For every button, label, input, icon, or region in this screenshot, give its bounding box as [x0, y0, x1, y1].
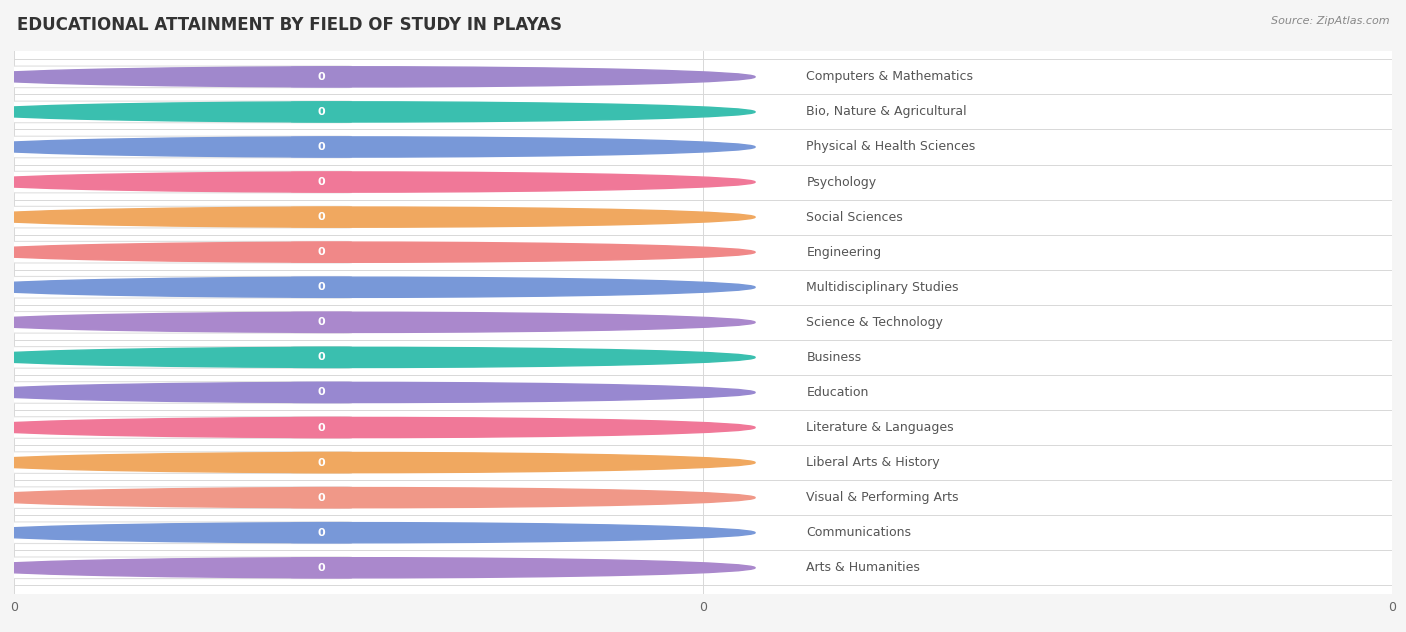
- FancyBboxPatch shape: [10, 312, 352, 333]
- Text: 0: 0: [318, 212, 325, 222]
- FancyBboxPatch shape: [291, 206, 352, 228]
- Text: 0: 0: [318, 423, 325, 432]
- FancyBboxPatch shape: [291, 346, 352, 368]
- FancyBboxPatch shape: [291, 276, 352, 298]
- Text: 0: 0: [318, 72, 325, 82]
- Circle shape: [0, 487, 755, 507]
- Circle shape: [0, 67, 755, 87]
- Circle shape: [0, 312, 755, 332]
- Text: Science & Technology: Science & Technology: [806, 316, 943, 329]
- FancyBboxPatch shape: [291, 452, 352, 473]
- Text: Computers & Mathematics: Computers & Mathematics: [806, 70, 973, 83]
- FancyBboxPatch shape: [10, 171, 352, 193]
- Circle shape: [0, 382, 755, 403]
- FancyBboxPatch shape: [291, 522, 352, 544]
- FancyBboxPatch shape: [10, 382, 352, 403]
- Circle shape: [0, 453, 755, 473]
- Text: Education: Education: [806, 386, 869, 399]
- Circle shape: [0, 523, 755, 543]
- Text: 0: 0: [318, 247, 325, 257]
- Text: Communications: Communications: [806, 526, 911, 539]
- FancyBboxPatch shape: [10, 522, 352, 544]
- Text: 0: 0: [318, 562, 325, 573]
- FancyBboxPatch shape: [10, 136, 352, 158]
- FancyBboxPatch shape: [10, 101, 352, 123]
- FancyBboxPatch shape: [10, 416, 352, 439]
- FancyBboxPatch shape: [10, 487, 352, 509]
- Text: Psychology: Psychology: [806, 176, 876, 188]
- FancyBboxPatch shape: [291, 171, 352, 193]
- Text: Literature & Languages: Literature & Languages: [806, 421, 953, 434]
- FancyBboxPatch shape: [291, 557, 352, 578]
- Text: Arts & Humanities: Arts & Humanities: [806, 561, 920, 574]
- Circle shape: [0, 207, 755, 228]
- Text: Source: ZipAtlas.com: Source: ZipAtlas.com: [1271, 16, 1389, 26]
- FancyBboxPatch shape: [10, 241, 352, 263]
- Circle shape: [0, 172, 755, 192]
- Circle shape: [0, 557, 755, 578]
- FancyBboxPatch shape: [10, 206, 352, 228]
- Circle shape: [0, 137, 755, 157]
- FancyBboxPatch shape: [291, 136, 352, 158]
- Circle shape: [0, 277, 755, 297]
- Text: Visual & Performing Arts: Visual & Performing Arts: [806, 491, 959, 504]
- Text: Business: Business: [806, 351, 862, 364]
- FancyBboxPatch shape: [10, 66, 352, 88]
- Text: 0: 0: [318, 283, 325, 292]
- Text: 0: 0: [318, 107, 325, 117]
- FancyBboxPatch shape: [291, 487, 352, 509]
- FancyBboxPatch shape: [10, 452, 352, 473]
- FancyBboxPatch shape: [291, 382, 352, 403]
- FancyBboxPatch shape: [10, 276, 352, 298]
- Text: Social Sciences: Social Sciences: [806, 210, 903, 224]
- Text: 0: 0: [318, 493, 325, 502]
- Text: Engineering: Engineering: [806, 246, 882, 258]
- Text: 0: 0: [318, 177, 325, 187]
- FancyBboxPatch shape: [291, 66, 352, 88]
- Text: 0: 0: [318, 353, 325, 362]
- Circle shape: [0, 242, 755, 262]
- FancyBboxPatch shape: [291, 241, 352, 263]
- Text: Multidisciplinary Studies: Multidisciplinary Studies: [806, 281, 959, 294]
- Circle shape: [0, 417, 755, 437]
- Circle shape: [0, 102, 755, 122]
- FancyBboxPatch shape: [10, 557, 352, 578]
- Circle shape: [0, 348, 755, 367]
- Text: 0: 0: [318, 528, 325, 538]
- FancyBboxPatch shape: [291, 101, 352, 123]
- Text: Physical & Health Sciences: Physical & Health Sciences: [806, 140, 976, 154]
- Text: Bio, Nature & Agricultural: Bio, Nature & Agricultural: [806, 106, 967, 118]
- FancyBboxPatch shape: [291, 312, 352, 333]
- Text: 0: 0: [318, 387, 325, 398]
- FancyBboxPatch shape: [10, 346, 352, 368]
- Text: Liberal Arts & History: Liberal Arts & History: [806, 456, 941, 469]
- Text: 0: 0: [318, 317, 325, 327]
- Text: 0: 0: [318, 458, 325, 468]
- Text: 0: 0: [318, 142, 325, 152]
- FancyBboxPatch shape: [291, 416, 352, 439]
- Text: EDUCATIONAL ATTAINMENT BY FIELD OF STUDY IN PLAYAS: EDUCATIONAL ATTAINMENT BY FIELD OF STUDY…: [17, 16, 562, 33]
